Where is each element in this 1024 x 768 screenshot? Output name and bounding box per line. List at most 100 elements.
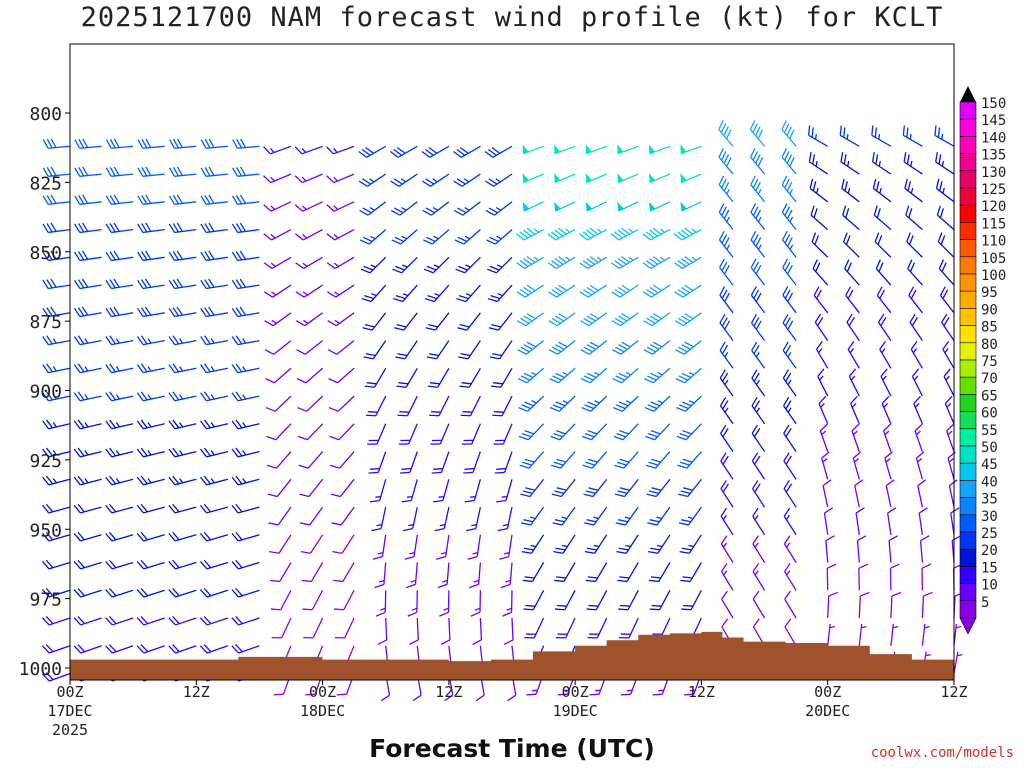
- barb-flag: [649, 286, 659, 294]
- barb-flag: [848, 368, 857, 377]
- barb-flag: [621, 341, 631, 348]
- barb-half-flag: [147, 450, 152, 456]
- wind-barb: [782, 286, 797, 314]
- barb-flag: [412, 694, 422, 702]
- wind-barb: [856, 535, 867, 563]
- barb-flag: [785, 483, 793, 493]
- barb-shaft: [277, 506, 292, 526]
- barb-flag: [300, 550, 311, 554]
- wind-barb: [394, 312, 418, 331]
- wind-barb: [904, 178, 923, 203]
- barb-flag: [297, 435, 308, 441]
- barb-half-flag: [210, 338, 215, 344]
- wind-barb: [330, 478, 355, 498]
- wind-barb: [267, 478, 292, 498]
- barb-flag: [45, 615, 54, 625]
- barb-half-flag: [625, 400, 632, 404]
- barb-flag: [718, 230, 725, 241]
- colorbar-swatch: [959, 101, 977, 120]
- barb-flag: [673, 233, 683, 241]
- barb-flag: [45, 475, 54, 485]
- colorbar-swatch: [959, 256, 977, 275]
- barb-flag: [108, 587, 117, 597]
- barb-flag: [359, 239, 370, 245]
- barb-flag: [495, 439, 505, 442]
- wind-barb: [810, 205, 829, 231]
- barb-flag: [782, 369, 789, 379]
- wind-barb: [105, 644, 134, 654]
- barb-flag: [77, 447, 85, 457]
- wind-barb: [430, 423, 450, 445]
- barb-half-flag: [301, 205, 307, 210]
- barb-pennant: [680, 201, 687, 212]
- wind-barb: [294, 173, 323, 184]
- wind-barb: [751, 369, 766, 397]
- barb-half-flag: [819, 375, 824, 381]
- barb-half-flag: [562, 400, 569, 404]
- wind-barb: [168, 278, 197, 290]
- wind-barb: [935, 152, 955, 175]
- barb-flag: [521, 432, 532, 438]
- barb-flag: [429, 414, 440, 417]
- wind-barb: [231, 531, 260, 542]
- wind-barb: [522, 173, 544, 184]
- wind-barb: [136, 615, 165, 626]
- barb-flag: [200, 364, 207, 373]
- barb-flag: [755, 292, 762, 302]
- wind-barb: [809, 178, 829, 203]
- barb-flag: [614, 289, 624, 296]
- barb-flag: [105, 560, 113, 570]
- barb-half-flag: [757, 189, 762, 195]
- barb-half-flag: [115, 394, 120, 400]
- wind-barb: [611, 312, 639, 327]
- wind-barb: [136, 475, 165, 486]
- barb-flag: [50, 138, 57, 148]
- barb-flag: [377, 639, 387, 645]
- barb-flag: [752, 590, 760, 600]
- barb-flag: [821, 451, 830, 459]
- barb-flag: [239, 306, 247, 316]
- wind-barb: [496, 479, 513, 503]
- barb-flag: [334, 637, 345, 639]
- barb-flag: [937, 232, 943, 243]
- barb-flag: [519, 260, 529, 267]
- barb-half-flag: [406, 495, 413, 498]
- barb-flag: [677, 231, 686, 239]
- barb-flag: [783, 396, 790, 407]
- barb-flag: [583, 346, 593, 353]
- barb-flag: [850, 395, 858, 405]
- barb-flag: [681, 519, 692, 523]
- barb-flag: [454, 239, 465, 245]
- barb-flag: [784, 178, 790, 189]
- barb-flag: [328, 378, 338, 384]
- barb-flag: [145, 222, 152, 232]
- wind-barb: [365, 395, 387, 417]
- barb-half-flag: [302, 234, 308, 239]
- wind-barb: [327, 284, 355, 298]
- barb-flag: [358, 150, 368, 158]
- barb-flag: [786, 126, 793, 136]
- barb-flag: [113, 250, 120, 260]
- wind-barb: [137, 222, 165, 234]
- barb-flag: [783, 535, 791, 545]
- barb-half-flag: [530, 516, 536, 520]
- colorbar-label: 30: [981, 509, 998, 525]
- barb-flag: [680, 258, 690, 265]
- barb-flag: [650, 401, 661, 407]
- barb-flag: [750, 258, 757, 268]
- barb-shaft: [887, 512, 892, 535]
- barb-flag: [231, 532, 239, 542]
- wind-barb: [458, 340, 481, 360]
- barb-half-flag: [409, 551, 415, 555]
- credit-text[interactable]: coolwx.com/models: [870, 745, 1014, 761]
- barb-flag: [782, 313, 789, 324]
- wind-barb: [484, 145, 513, 158]
- barb-half-flag: [656, 516, 662, 520]
- barb-half-flag: [333, 205, 339, 210]
- barb-flag: [521, 404, 531, 410]
- barb-flag: [558, 284, 568, 292]
- barb-flag: [679, 404, 689, 410]
- wind-barb: [266, 423, 292, 441]
- y-tick-label: 950: [29, 520, 62, 541]
- barb-flag: [720, 480, 727, 490]
